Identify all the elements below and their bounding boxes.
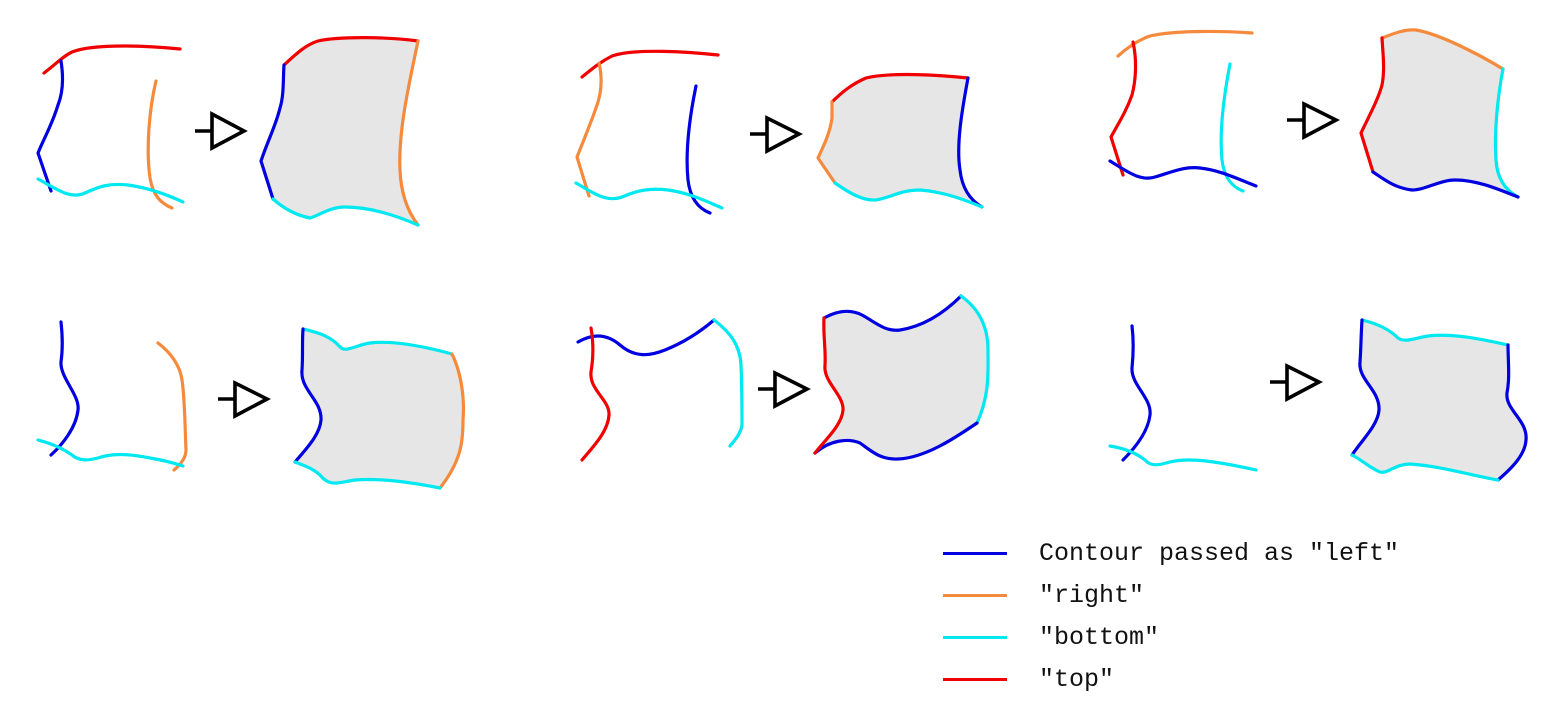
left-contour [1496, 343, 1528, 482]
legend-swatch-left [943, 552, 1007, 555]
left-contour [813, 421, 979, 461]
bottom-contour [36, 177, 185, 204]
bottom-contour [301, 327, 454, 356]
input-contours [36, 320, 188, 472]
legend-item-bottom: "bottom" [940, 620, 1540, 662]
top-contour [1109, 40, 1138, 177]
output-patch [259, 36, 420, 227]
input-contours [1108, 29, 1258, 193]
filled-patch [818, 74, 982, 208]
left-contour [1121, 324, 1152, 462]
legend-item-top: "top" [940, 662, 1540, 704]
input-contours [574, 49, 724, 215]
panel-example-1 [36, 36, 420, 227]
bottom-contour [959, 294, 990, 425]
right-contour [438, 352, 466, 490]
output-patch [1350, 318, 1528, 482]
panel-example-3 [1108, 28, 1520, 199]
output-patch [816, 72, 984, 209]
right-contour [146, 79, 174, 210]
bottom-contour [293, 460, 442, 490]
right-contour [575, 61, 603, 198]
legend: Contour passed as "left" "right" "bottom… [940, 536, 1540, 704]
left-contour [293, 327, 323, 464]
left-contour [957, 76, 984, 209]
bottom-contour [712, 318, 744, 448]
arrow-icon [758, 370, 811, 409]
input-contours [36, 44, 185, 210]
top-contour [830, 72, 970, 104]
left-contour [49, 320, 80, 457]
right-contour [1380, 28, 1505, 71]
left-contour [685, 84, 712, 215]
input-contours [1108, 324, 1258, 472]
top-contour [580, 326, 611, 462]
bottom-contour [574, 181, 724, 210]
filled-patch [815, 296, 989, 460]
legend-label-top: "top" [1039, 665, 1115, 694]
left-contour [36, 59, 65, 193]
top-contour [580, 49, 720, 79]
legend-swatch-right [943, 594, 1007, 597]
top-contour [1359, 36, 1386, 174]
bottom-contour [833, 181, 984, 209]
top-contour [282, 36, 420, 67]
legend-swatch-bottom [943, 636, 1007, 639]
panel-example-5 [576, 294, 990, 462]
input-contours [576, 318, 744, 462]
filled-patch [261, 37, 418, 225]
filled-patch [295, 329, 464, 488]
right-contour [398, 39, 420, 227]
right-contour [156, 341, 188, 472]
panel-example-4 [36, 320, 466, 490]
bottom-contour [271, 197, 420, 227]
bottom-contour [1360, 318, 1510, 347]
legend-swatch-top [943, 678, 1007, 681]
left-contour [576, 318, 716, 357]
output-patch [813, 294, 990, 461]
left-contour [1108, 159, 1258, 188]
bottom-contour [1493, 67, 1520, 199]
output-patch [1359, 28, 1520, 199]
left-contour [1350, 318, 1381, 457]
panel-example-6 [1108, 318, 1528, 482]
bottom-contour [1108, 444, 1258, 472]
legend-label-left: Contour passed as "left" [1039, 539, 1400, 568]
right-contour [1116, 29, 1254, 58]
bottom-contour [1219, 62, 1245, 193]
filled-patch [1361, 29, 1518, 198]
arrow-icon [218, 380, 271, 419]
left-contour [259, 63, 286, 201]
filled-patch [1352, 320, 1527, 480]
bottom-contour [1350, 453, 1500, 482]
top-contour [42, 44, 182, 75]
left-contour [822, 294, 963, 332]
right-contour [816, 100, 837, 185]
bottom-contour [36, 438, 185, 468]
top-contour [813, 316, 845, 455]
legend-label-right: "right" [1039, 581, 1145, 610]
legend-item-left: Contour passed as "left" [940, 536, 1540, 578]
output-patch [293, 327, 466, 490]
arrow-icon [1270, 363, 1323, 402]
panel-example-2 [574, 49, 984, 215]
left-contour [1371, 170, 1520, 199]
legend-label-bottom: "bottom" [1039, 623, 1160, 652]
legend-item-right: "right" [940, 578, 1540, 620]
arrow-icon [1287, 101, 1340, 140]
arrow-icon [195, 111, 248, 151]
arrow-icon [750, 115, 803, 154]
